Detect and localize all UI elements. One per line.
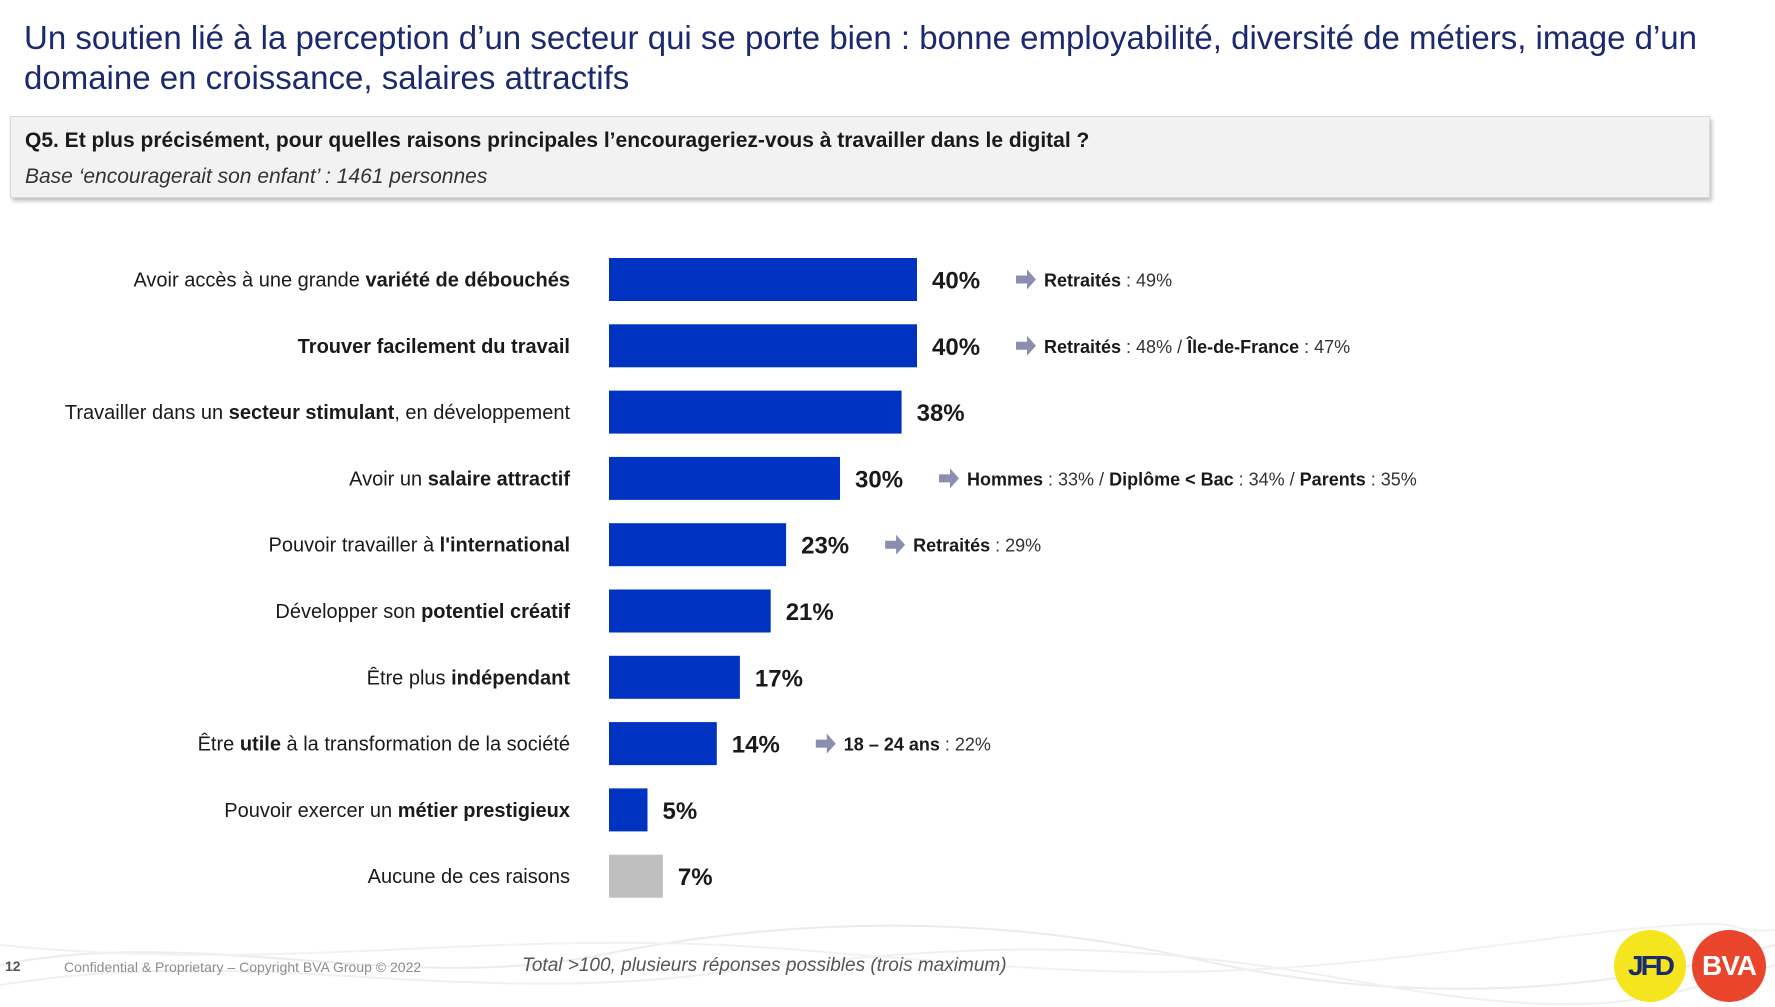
- text-run: utile: [240, 734, 281, 756]
- text-run: variété de débouchés: [365, 270, 570, 292]
- text-run: : 29%: [990, 536, 1041, 556]
- category-label: Pouvoir exercer un métier prestigieux: [224, 800, 570, 822]
- question-text: Q5. Et plus précisément, pour quelles ra…: [25, 129, 1090, 152]
- bar: [609, 589, 771, 633]
- text-run: Diplôme < Bac: [1109, 469, 1234, 489]
- page-number: 12: [5, 958, 21, 974]
- text-run: Pouvoir exercer un: [224, 800, 397, 822]
- text-run: , en développement: [394, 402, 570, 424]
- value-label: 40%: [932, 268, 980, 295]
- subgroup-note: 18 – 24 ans : 22%: [844, 735, 991, 755]
- category-label: Développer son potentiel créatif: [275, 601, 570, 623]
- text-run: : 48% /: [1121, 337, 1187, 357]
- text-run: Trouver facilement du travail: [298, 336, 570, 358]
- value-label: 7%: [678, 864, 713, 891]
- text-run: : 33% /: [1043, 469, 1109, 489]
- text-run: : 22%: [940, 735, 991, 755]
- bar: [609, 523, 787, 567]
- value-label: 21%: [786, 599, 834, 626]
- question-base: Base ‘encouragerait son enfant’ : 1461 p…: [25, 165, 488, 188]
- bar: [609, 788, 648, 832]
- subgroup-note: Retraités : 48% / Île-de-France : 47%: [1044, 336, 1350, 357]
- text-run: Retraités: [1044, 337, 1121, 357]
- bar: [609, 722, 717, 766]
- value-label: 30%: [855, 466, 903, 493]
- text-run: potentiel créatif: [421, 601, 570, 623]
- text-run: 18 – 24 ans: [844, 735, 940, 755]
- text-run: l'international: [440, 535, 570, 557]
- arrow-right-icon: [939, 468, 959, 489]
- category-label: Travailler dans un secteur stimulant, en…: [65, 402, 571, 424]
- arrow-right-icon: [1016, 269, 1036, 290]
- bar-chart: Avoir accès à une grande variété de débo…: [65, 258, 1417, 898]
- bva-logo: BVA: [1692, 930, 1766, 1002]
- category-label: Aucune de ces raisons: [368, 866, 570, 888]
- value-label: 5%: [663, 798, 698, 825]
- bar: [609, 854, 663, 898]
- text-run: Travailler dans un: [65, 402, 229, 424]
- text-run: à la transformation de la société: [281, 734, 570, 756]
- text-run: Île-de-France: [1186, 336, 1299, 357]
- text-run: Retraités: [1044, 271, 1121, 291]
- bar: [609, 324, 917, 368]
- text-run: Développer son: [275, 601, 421, 623]
- text-run: salaire attractif: [428, 468, 571, 490]
- jfd-logo: JFD: [1614, 930, 1686, 1002]
- category-label: Trouver facilement du travail: [298, 336, 570, 358]
- category-label: Être plus indépendant: [367, 666, 571, 689]
- text-run: : 35%: [1366, 469, 1417, 489]
- arrow-right-icon: [885, 534, 906, 555]
- page-title: Un soutien lié à la perception d’un sect…: [24, 19, 1697, 96]
- text-run: Parents: [1300, 469, 1366, 489]
- value-label: 23%: [801, 533, 849, 560]
- question-box: Q5. Et plus précisément, pour quelles ra…: [10, 116, 1710, 198]
- text-run: secteur stimulant: [229, 402, 395, 424]
- text-run: : 34% /: [1234, 469, 1300, 489]
- text-run: Être: [198, 733, 240, 756]
- category-label: Avoir un salaire attractif: [349, 468, 570, 490]
- footer-wave-decoration: [0, 922, 1775, 1006]
- subgroup-note: Retraités : 29%: [913, 536, 1041, 556]
- bar: [609, 456, 840, 500]
- subgroup-note: Retraités : 49%: [1044, 271, 1172, 291]
- value-label: 14%: [732, 732, 780, 759]
- text-run: : 47%: [1299, 337, 1350, 357]
- text-run: Aucune de ces raisons: [368, 866, 570, 888]
- text-run: Pouvoir travailler à: [268, 535, 439, 557]
- subgroup-note: Hommes : 33% / Diplôme < Bac : 34% / Par…: [967, 469, 1417, 489]
- value-label: 40%: [932, 334, 980, 361]
- bar: [609, 258, 917, 301]
- text-run: indépendant: [451, 667, 570, 689]
- category-label: Être utile à la transformation de la soc…: [198, 733, 570, 756]
- arrow-right-icon: [1016, 335, 1036, 356]
- bar: [609, 655, 740, 699]
- value-label: 17%: [755, 665, 803, 692]
- category-label: Pouvoir travailler à l'international: [268, 535, 570, 557]
- arrow-right-icon: [815, 733, 836, 754]
- text-run: Avoir accès à une grande: [133, 270, 365, 292]
- bar: [609, 390, 902, 434]
- text-run: Être plus: [367, 666, 451, 689]
- footnote: Total >100, plusieurs réponses possibles…: [522, 955, 1007, 976]
- text-run: métier prestigieux: [398, 800, 570, 822]
- text-run: Hommes: [967, 469, 1043, 489]
- category-label: Avoir accès à une grande variété de débo…: [133, 270, 570, 292]
- confidential-notice: Confidential & Proprietary – Copyright B…: [64, 959, 422, 975]
- text-run: Retraités: [913, 536, 990, 556]
- text-run: Avoir un: [349, 468, 428, 490]
- value-label: 38%: [917, 400, 965, 427]
- text-run: : 49%: [1121, 271, 1172, 291]
